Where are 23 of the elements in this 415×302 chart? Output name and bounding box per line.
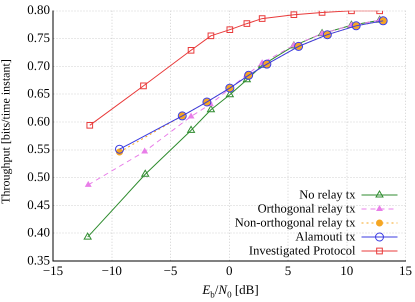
legend-label: Investigated Protocol [248,243,356,258]
x-tick-label: −5 [164,263,178,278]
y-tick-label: 0.40 [27,224,50,240]
y-tick-label: 0.55 [27,141,50,156]
x-tick-label: 0 [226,263,232,278]
y-tick-label: 0.70 [27,58,50,73]
y-tick-label: 0.65 [27,86,50,101]
x-tick-label: 5 [284,263,292,278]
legend-label: Non-orthogonal relay tx [234,215,356,230]
y-tick-label: 0.75 [27,30,50,46]
legend-label: Orthogonal relay tx [258,201,356,216]
y-tick-label: 0.50 [27,169,50,184]
legend-label: No relay tx [299,187,356,202]
y-tick-label: 0.80 [27,2,50,18]
legend-label: Alamouti tx [295,229,356,244]
y-tick-label: 0.60 [27,113,50,128]
x-tick-label: 10 [340,263,354,278]
y-tick-label: 0.45 [27,196,50,212]
x-axis-title: E$_{b}$/N$_{0}$ [dB] [201,282,260,300]
x-tick-label: −10 [102,263,122,278]
x-tick-label: 15 [399,263,412,278]
y-tick-label: 0.35 [27,252,50,268]
y-axis-title: Throughput [bits/time instant] [0,58,14,206]
